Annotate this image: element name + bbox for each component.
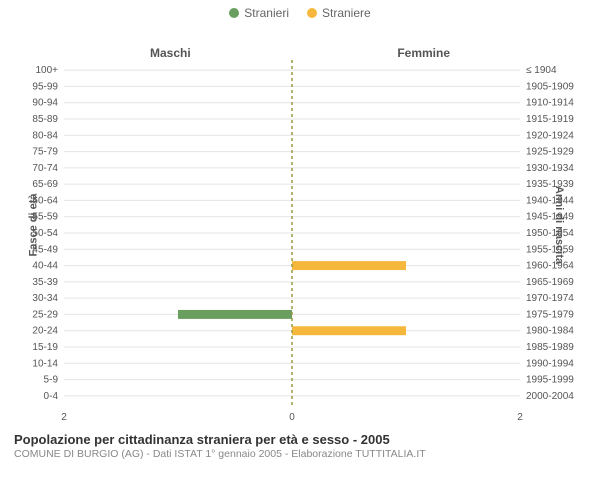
y-tick-birth: 1935-1939 — [526, 179, 574, 190]
y-tick-age: 25-29 — [32, 309, 58, 320]
y-tick-age: 95-99 — [32, 81, 58, 92]
y-tick-birth: 1950-1954 — [526, 228, 574, 239]
y-tick-birth: 1975-1979 — [526, 309, 574, 320]
y-tick-age: 15-19 — [32, 342, 58, 353]
bar-female — [292, 326, 406, 335]
y-axis-title-left: Fasce di età — [27, 194, 39, 257]
pyramid-chart: Fasce di età Anni di nascita Maschi Femm… — [0, 20, 600, 430]
chart-footer: Popolazione per cittadinanza straniera p… — [0, 432, 600, 460]
y-tick-age: 10-14 — [32, 358, 58, 369]
column-title-female: Femmine — [397, 46, 450, 60]
x-tick: 2 — [61, 412, 67, 423]
y-tick-birth: 1905-1909 — [526, 81, 574, 92]
y-tick-birth: 1940-1944 — [526, 195, 574, 206]
y-tick-birth: 1965-1969 — [526, 277, 574, 288]
y-tick-age: 0-4 — [44, 391, 59, 402]
y-tick-birth: 1960-1964 — [526, 261, 574, 272]
y-tick-age: 40-44 — [32, 261, 58, 272]
y-tick-birth: 1925-1929 — [526, 147, 574, 158]
y-tick-age: 5-9 — [44, 375, 59, 386]
y-tick-birth: 1930-1934 — [526, 163, 574, 174]
y-tick-birth: 1945-1949 — [526, 212, 574, 223]
y-tick-birth: 1955-1959 — [526, 244, 574, 255]
y-tick-age: 90-94 — [32, 98, 58, 109]
bar-male — [178, 310, 292, 319]
column-title-male: Maschi — [150, 46, 191, 60]
y-tick-age: 35-39 — [32, 277, 58, 288]
y-tick-age: 80-84 — [32, 130, 58, 141]
y-tick-age: 30-34 — [32, 293, 58, 304]
y-tick-birth: 1995-1999 — [526, 375, 574, 386]
legend-label-female: Straniere — [322, 6, 371, 20]
y-tick-age: 75-79 — [32, 147, 58, 158]
legend: Stranieri Straniere — [0, 0, 600, 20]
legend-item-female: Straniere — [307, 6, 371, 20]
y-tick-birth: 1980-1984 — [526, 326, 574, 337]
y-tick-birth: 2000-2004 — [526, 391, 574, 402]
y-tick-age: 65-69 — [32, 179, 58, 190]
chart-title: Popolazione per cittadinanza straniera p… — [14, 432, 586, 447]
dot-icon — [307, 8, 317, 18]
y-tick-birth: 1915-1919 — [526, 114, 574, 125]
y-tick-age: 20-24 — [32, 326, 58, 337]
legend-item-male: Stranieri — [229, 6, 289, 20]
y-tick-age: 70-74 — [32, 163, 58, 174]
chart-subtitle: COMUNE DI BURGIO (AG) - Dati ISTAT 1° ge… — [14, 448, 586, 460]
y-tick-birth: 1990-1994 — [526, 358, 574, 369]
y-tick-age: 85-89 — [32, 114, 58, 125]
dot-icon — [229, 8, 239, 18]
chart-svg: 100+ ≤ 1904 95-99 1905-1909 90-94 1910-1914 85… — [0, 20, 600, 430]
y-tick-age: 100+ — [35, 65, 58, 76]
y-tick-birth: 1910-1914 — [526, 98, 574, 109]
y-tick-birth: 1985-1989 — [526, 342, 574, 353]
y-tick-birth: 1920-1924 — [526, 130, 574, 141]
y-axis-title-right: Anni di nascita — [553, 186, 565, 264]
x-tick: 2 — [517, 412, 523, 423]
y-tick-birth: 1970-1974 — [526, 293, 574, 304]
legend-label-male: Stranieri — [244, 6, 289, 20]
x-tick: 0 — [289, 412, 295, 423]
y-tick-birth: ≤ 1904 — [526, 65, 557, 76]
bar-female — [292, 261, 406, 270]
